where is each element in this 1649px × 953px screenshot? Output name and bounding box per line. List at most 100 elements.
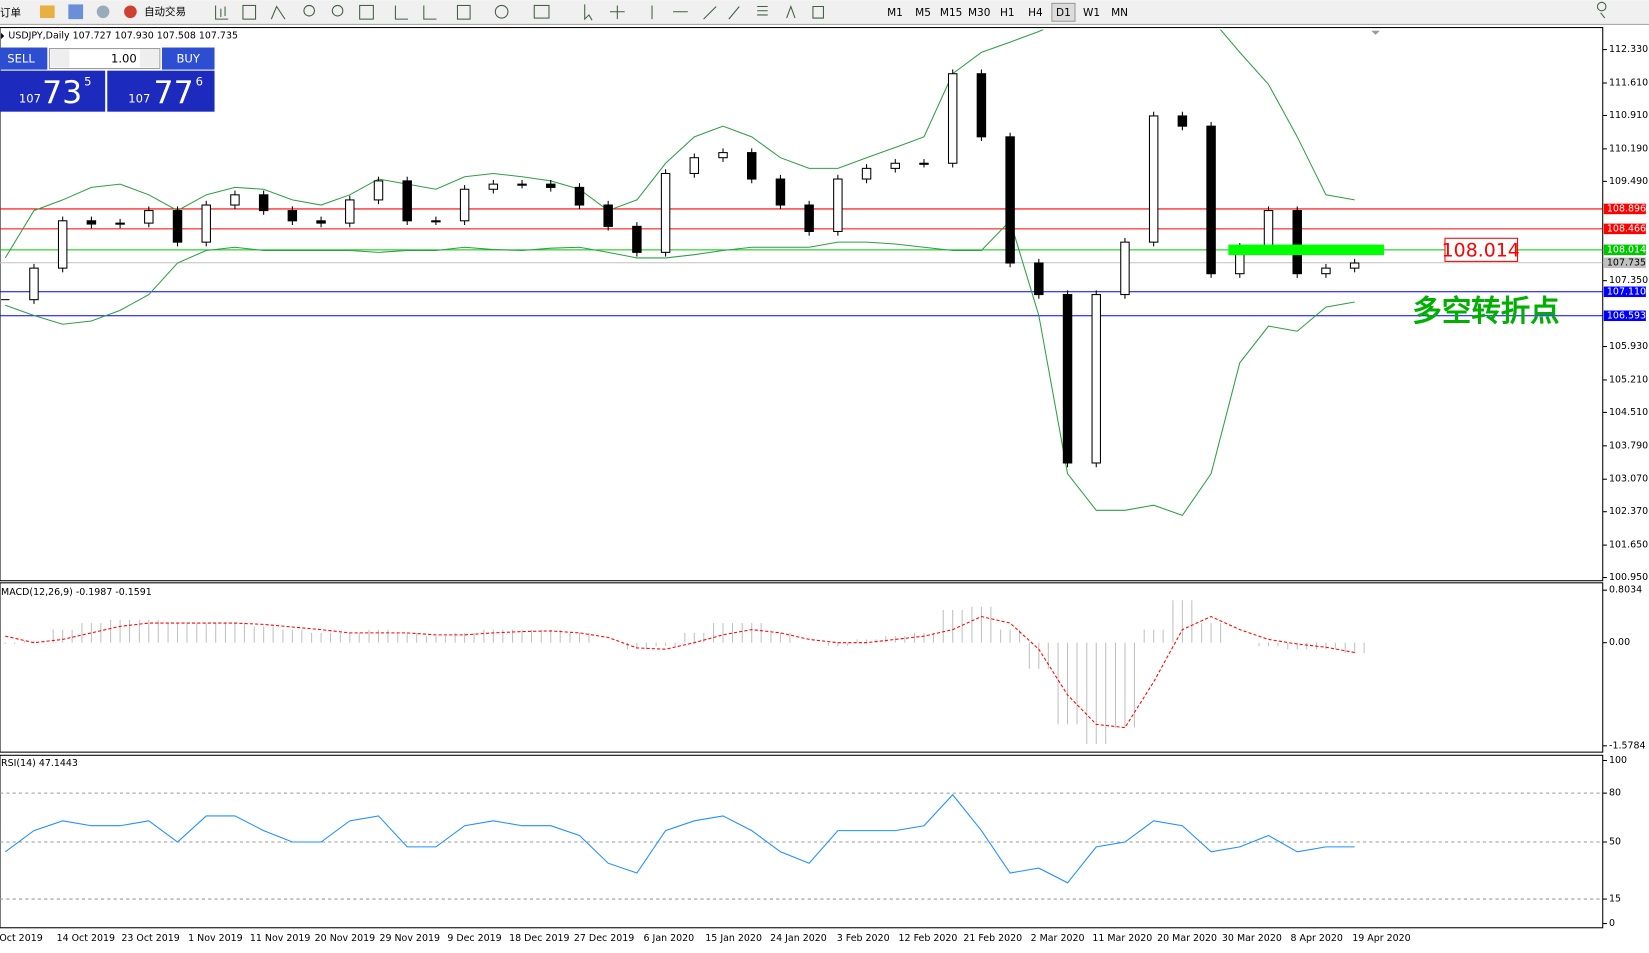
x-tick-label: 24 Jan 2020: [770, 933, 827, 944]
candle: [488, 183, 499, 190]
timeframe-button[interactable]: M30: [968, 7, 990, 19]
y-tick-label: 0: [1609, 918, 1615, 929]
timeframe-button[interactable]: H1: [1000, 7, 1015, 19]
level-tag: [1603, 223, 1646, 235]
x-tick-label: 11 Mar 2020: [1092, 933, 1152, 944]
buy-label[interactable]: BUY: [177, 52, 201, 66]
timeframe-button[interactable]: W1: [1083, 7, 1100, 19]
rsi-title: RSI(14) 47.1443: [1, 758, 78, 769]
candle: [775, 178, 786, 206]
y-tick-label: 100: [1609, 755, 1627, 766]
lot-up[interactable]: [139, 49, 159, 68]
toolbar-icons: [215, 1, 1607, 21]
bid-box[interactable]: [0, 70, 106, 112]
timeframe-button[interactable]: M15: [940, 7, 962, 19]
candle: [833, 178, 843, 232]
bid-small: 5: [84, 75, 91, 89]
candle: [574, 186, 585, 206]
sell-button[interactable]: [0, 47, 48, 70]
candle: [287, 210, 298, 222]
ask-main: 77: [154, 75, 194, 111]
y-tick-label: 110.190: [1609, 143, 1648, 154]
auto-trading-button[interactable]: 自动交易: [144, 5, 186, 18]
y-tick-label: 105.930: [1609, 341, 1648, 352]
candle: [373, 180, 384, 201]
y-tick-label: 15: [1609, 894, 1621, 905]
y-tick-label: 100.950: [1609, 572, 1648, 583]
macd-title: MACD(12,26,9) -0.1987 -0.1591: [1, 587, 152, 598]
candle: [1148, 115, 1159, 243]
candle: [632, 225, 642, 253]
candle: [1091, 294, 1101, 464]
candle: [947, 73, 958, 164]
level-tag: [1603, 203, 1646, 215]
x-tick-label: 15 Jan 2020: [705, 933, 762, 944]
candle: [230, 194, 240, 206]
chart-title: USDJPY,Daily 107.727 107.930 107.508 107…: [8, 30, 238, 41]
timeframe-button[interactable]: D1: [1056, 7, 1071, 19]
candle: [861, 167, 872, 180]
candle: [115, 222, 125, 225]
x-tick-label: 27 Dec 2019: [574, 933, 634, 944]
y-tick-label: 0.8034: [1609, 585, 1642, 596]
axes: 112.330 111.610 110.910 110.190 109.490 107.3…: [0, 44, 1648, 944]
x-tick-label: 2 Mar 2020: [1031, 933, 1085, 944]
sell-label[interactable]: SELL: [7, 52, 35, 66]
timeframe-active: [1051, 2, 1076, 22]
icon[interactable]: [96, 5, 110, 19]
bid-big: 107: [19, 92, 41, 106]
candle: [689, 157, 700, 175]
candle: [1062, 294, 1073, 464]
bid-main: 73: [42, 75, 82, 111]
annotation-price: 108.014: [1442, 239, 1520, 261]
x-tick-label: 18 Dec 2019: [509, 933, 569, 944]
level-tag-label: 106.593: [1607, 310, 1646, 321]
toolbar: [0, 0, 1649, 25]
level-tag-label: 108.014: [1607, 244, 1646, 255]
x-tick-label: Oct 2019: [0, 933, 43, 944]
x-tick-label: 20 Nov 2019: [315, 933, 376, 944]
icon[interactable]: [124, 5, 137, 19]
y-tick-label: 0.00: [1609, 637, 1630, 648]
candle: [1034, 262, 1044, 296]
candle: [603, 204, 613, 227]
candle: [459, 188, 470, 222]
order-button[interactable]: 订单: [0, 7, 21, 19]
timeframe-button[interactable]: M1: [887, 7, 903, 19]
annotation-box: [1444, 237, 1519, 262]
main-pane: [0, 27, 1604, 582]
timeframe-button[interactable]: MN: [1111, 7, 1128, 19]
candle: [201, 204, 211, 243]
timeframe-button[interactable]: H4: [1028, 7, 1043, 19]
ask-box[interactable]: [107, 70, 215, 112]
x-tick-label: 30 Mar 2020: [1222, 933, 1282, 944]
level-tag: [1603, 244, 1646, 256]
buy-button[interactable]: [161, 47, 215, 70]
main-plot: [0, 29, 1603, 517]
lot-input[interactable]: [48, 48, 161, 70]
lot-down[interactable]: [50, 49, 70, 68]
icon[interactable]: [68, 4, 84, 20]
candle: [517, 183, 527, 186]
y-tick-label: 109.490: [1609, 176, 1648, 187]
rsi-plot: [0, 792, 1603, 900]
x-tick-label: 23 Oct 2019: [121, 933, 179, 944]
y-tick-label: 102.370: [1609, 506, 1648, 517]
y-tick-label: 50: [1609, 837, 1621, 848]
y-tick-label: 80: [1609, 788, 1621, 799]
pivot-zone: [1228, 244, 1384, 256]
bollinger-band: [4, 29, 1355, 259]
level-tag-label: 108.466: [1607, 223, 1646, 234]
x-tick-label: 21 Feb 2020: [963, 933, 1022, 944]
candle: [316, 220, 326, 224]
candle: [890, 162, 901, 169]
candle: [919, 162, 929, 165]
level-tag: [1603, 257, 1646, 269]
x-tick-label: 19 Apr 2020: [1352, 933, 1410, 944]
icon[interactable]: [39, 5, 55, 19]
candle: [172, 210, 183, 243]
candle: [258, 194, 269, 212]
lot-value[interactable]: 1.00: [111, 52, 137, 66]
x-tick-label: 1 Nov 2019: [188, 933, 243, 944]
timeframe-button[interactable]: M5: [915, 7, 931, 19]
